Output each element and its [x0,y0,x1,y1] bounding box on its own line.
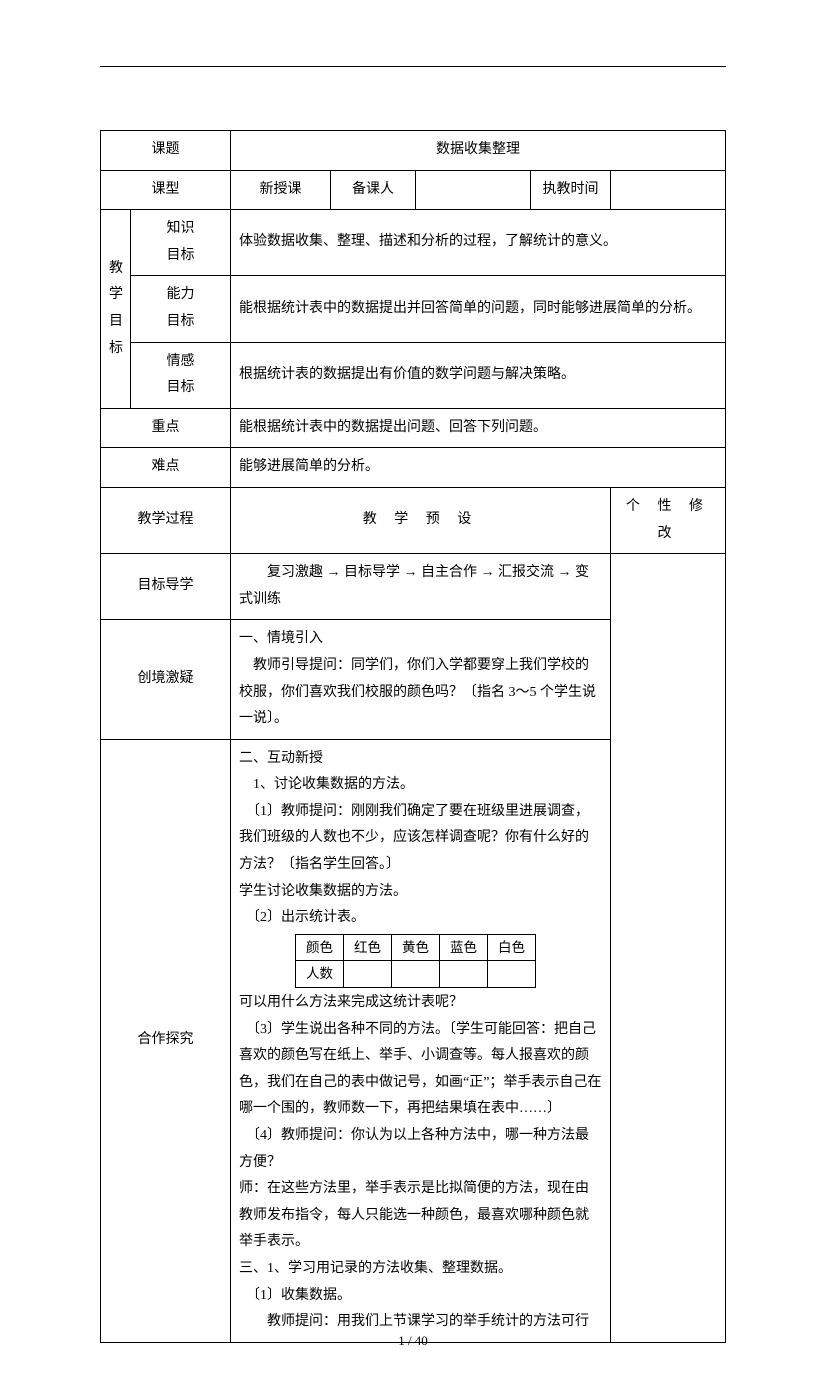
difficulty-value: 能够进展简单的分析。 [231,448,726,488]
keypoint-value: 能根据统计表中的数据提出问题、回答下列问题。 [231,408,726,448]
mod-col-label: 个 性 修 改 [611,487,726,553]
row-coop-label: 合作探究 [101,739,231,1342]
inner-blank3 [440,961,488,988]
type-label: 课型 [101,170,231,210]
lesson-plan-table: 课题 数据收集整理 课型 新授课 备课人 执教时间 教学目标 知识目标 体验数据… [100,130,726,1343]
inner-blank2 [392,961,440,988]
knowledge-value: 体验数据收集、整理、描述和分析的过程，了解统计的意义。 [231,210,726,276]
coop-p6: 可以用什么方法来完成这统计表呢？ [239,990,602,1017]
coop-p4: 学生讨论收集数据的方法。 [239,879,602,906]
situation-line2: 教师引导提问：同学们，你们入学都要穿上我们学校的校服，你们喜欢我们校服的颜色吗？… [239,653,602,733]
ability-value: 能根据统计表中的数据提出并回答简单的问题，同时能够进展简单的分析。 [231,276,726,342]
coop-p5: 〔2〕出示统计表。 [239,905,602,932]
coop-p9: 师：在这些方法里，举手表示是比拟简便的方法，现在由教师发布指令，每人只能选一种颜… [239,1176,602,1256]
coop-p12: 教师提问：用我们上节课学习的举手统计的方法可行 [239,1309,602,1336]
emotion-label: 情感目标 [131,342,231,408]
topic-value: 数据收集整理 [231,131,726,171]
inner-h1: 红色 [344,934,392,961]
situation-line1: 一、情境引入 [239,626,602,653]
teach-time-value [611,170,726,210]
keypoint-label: 重点 [101,408,231,448]
page-footer: 1 / 40 [0,1333,826,1349]
row-goal-body: 复习激趣 → 目标导学 → 自主合作 → 汇报交流 → 变式训练 [231,554,611,620]
coop-p7: 〔3〕学生说出各种不同的方法。〔学生可能回答：把自己喜欢的颜色写在纸上、举手、小… [239,1017,602,1123]
inner-blank4 [488,961,536,988]
inner-blank1 [344,961,392,988]
plan-col-label: 教 学 预 设 [231,487,611,553]
row-goal-label: 目标导学 [101,554,231,620]
row-coop-body: 二、互动新授 1、讨论收集数据的方法。 〔1〕教师提问：刚刚我们确定了要在班级里… [231,739,611,1342]
inner-h4: 白色 [488,934,536,961]
coop-p8: 〔4〕教师提问：你认为以上各种方法中，哪一种方法最方便？ [239,1123,602,1176]
row-situation-label: 创境激疑 [101,620,231,739]
knowledge-label: 知识目标 [131,210,231,276]
emotion-value: 根据统计表的数据提出有价值的数学问题与解决策略。 [231,342,726,408]
teach-time-label: 执教时间 [531,170,611,210]
mod-blank [611,554,726,1343]
coop-p10: 三、1、学习用记录的方法收集、整理数据。 [239,1256,602,1283]
objectives-group-label: 教学目标 [101,210,131,409]
row-situation-body: 一、情境引入 教师引导提问：同学们，你们入学都要穿上我们学校的校服，你们喜欢我们… [231,620,611,739]
coop-p3: 〔1〕教师提问：刚刚我们确定了要在班级里进展调查，我们班级的人数也不少，应该怎样… [239,799,602,879]
inner-h0: 颜色 [296,934,344,961]
inner-h3: 蓝色 [440,934,488,961]
coop-p2: 1、讨论收集数据的方法。 [239,772,602,799]
color-stat-table: 颜色 红色 黄色 蓝色 白色 人数 [295,934,536,988]
inner-h2: 黄色 [392,934,440,961]
coop-p1: 二、互动新授 [239,746,602,773]
coop-p11: 〔1〕收集数据。 [239,1283,602,1310]
topic-label: 课题 [101,131,231,171]
inner-r0: 人数 [296,961,344,988]
preparer-label: 备课人 [331,170,416,210]
preparer-value [416,170,531,210]
type-value: 新授课 [231,170,331,210]
difficulty-label: 难点 [101,448,231,488]
process-col-label: 教学过程 [101,487,231,553]
top-horizontal-rule [100,66,726,67]
ability-label: 能力目标 [131,276,231,342]
